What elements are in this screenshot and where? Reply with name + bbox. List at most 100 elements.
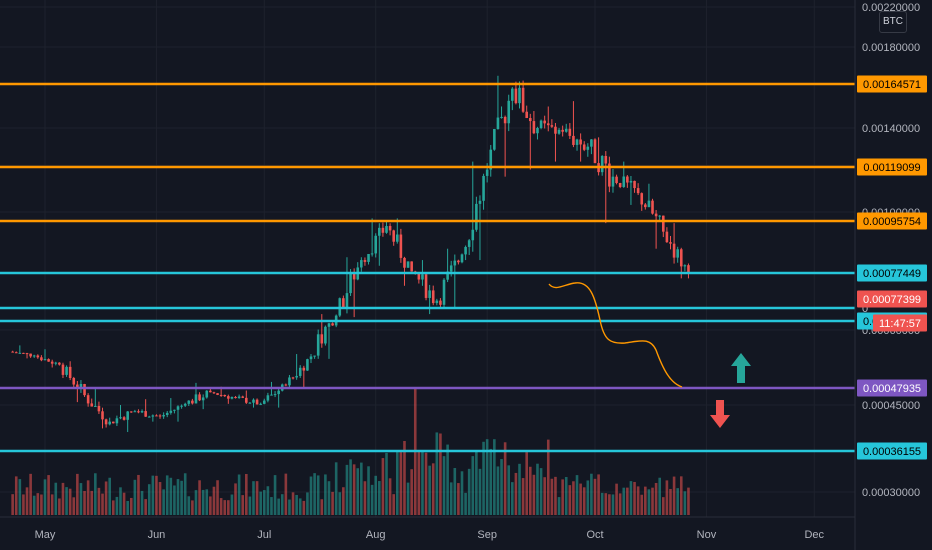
volume-bar [313, 473, 316, 515]
candle-body [32, 355, 36, 357]
volume-bar [331, 491, 334, 515]
volume-bar [421, 450, 424, 515]
candle-body [385, 225, 388, 233]
volume-bar [165, 475, 169, 515]
candle-body [72, 378, 76, 385]
candle-body [112, 421, 115, 424]
candle-body [679, 249, 683, 267]
candle-body [672, 243, 676, 258]
candle-body [388, 225, 392, 231]
candle-body [442, 279, 446, 305]
countdown-label: 11:47:57 [879, 318, 921, 330]
volume-bar [32, 495, 36, 515]
volume-bar [169, 477, 173, 515]
volume-bar [557, 497, 561, 515]
candle-body [173, 409, 176, 411]
candle-body [302, 367, 306, 371]
volume-bar [241, 495, 245, 515]
candle-body [600, 155, 604, 173]
candle-body [687, 265, 690, 274]
candle-body [564, 128, 568, 132]
candle-body [94, 405, 97, 407]
volume-bar [183, 473, 187, 515]
candle-body [198, 394, 201, 401]
volume-bar [633, 481, 636, 515]
volume-bar [669, 488, 672, 515]
volume-bar [194, 490, 198, 515]
candle-body [241, 396, 245, 398]
volume-bar [83, 490, 86, 515]
volume-bar [219, 498, 223, 515]
currency-button[interactable]: BTC [879, 11, 907, 33]
candle-body [367, 253, 370, 262]
volume-bar [460, 471, 464, 515]
candle-body [320, 334, 324, 344]
horizontal-levels[interactable] [0, 82, 855, 453]
volume-bar [500, 459, 503, 515]
volume-bar [388, 478, 392, 515]
volume-bar [590, 473, 593, 515]
direction-arrows[interactable] [710, 353, 751, 428]
time-tick-label: Jun [148, 529, 166, 541]
candle-body [485, 169, 489, 176]
current-price-label: 0.00077399 [863, 294, 921, 306]
candle-body [147, 416, 151, 418]
volume-bar [140, 490, 144, 515]
volume-bar [58, 498, 61, 515]
volume-bar [475, 451, 478, 515]
candle-body [403, 257, 406, 268]
volume-bar [212, 486, 216, 515]
candle-body [654, 213, 658, 217]
candle-body [363, 260, 367, 262]
candle-body [122, 417, 126, 420]
candle-body [133, 411, 137, 413]
volume-bar [25, 487, 29, 515]
volume-bar [687, 487, 690, 515]
volume-bar [201, 489, 205, 515]
volume-bar [593, 478, 597, 515]
candle-body [115, 418, 119, 424]
candle-body [644, 204, 647, 208]
price-tick-label: 0.00045000 [862, 400, 920, 412]
volume-bar [582, 487, 586, 515]
candle-body [636, 188, 640, 194]
candle-body [493, 129, 496, 150]
price-tick-label-partial: 0 [862, 303, 868, 315]
volume-bar [604, 493, 608, 515]
candle-body [496, 117, 500, 130]
time-axis[interactable]: May Jun Jul Aug Sep Oct Nov Dec [35, 529, 825, 541]
arrow-up-icon[interactable] [731, 353, 751, 383]
volume-bar [363, 481, 367, 515]
candle-body [76, 384, 79, 389]
volume-bar [367, 466, 370, 515]
candle-body [22, 352, 25, 354]
time-tick-label: Nov [697, 529, 717, 541]
projection-path[interactable] [548, 282, 683, 388]
volume-bar [295, 494, 298, 515]
volume-bar [306, 492, 309, 515]
volume-bar [453, 468, 457, 515]
volume-bar [155, 475, 158, 515]
volume-bar [644, 486, 647, 515]
volume-bar [392, 494, 395, 515]
volume-bar [76, 473, 79, 515]
volume-bar [234, 483, 237, 515]
volume-bar [568, 485, 572, 515]
volume-bar [439, 433, 442, 515]
candle-body [561, 129, 564, 132]
volume-bar [572, 481, 575, 515]
volume-bar [352, 464, 356, 515]
candle-body [417, 272, 421, 280]
volume-bar [266, 486, 270, 515]
volume-bar [112, 500, 115, 515]
volume-bar [679, 476, 683, 515]
candle-body [528, 118, 532, 122]
candle-body [590, 139, 593, 147]
candle-body [586, 146, 590, 150]
candle-body [97, 405, 101, 412]
volume-bar [227, 500, 230, 515]
candle-body [431, 290, 435, 304]
candle-body [316, 334, 320, 356]
arrow-down-icon[interactable] [710, 400, 730, 428]
